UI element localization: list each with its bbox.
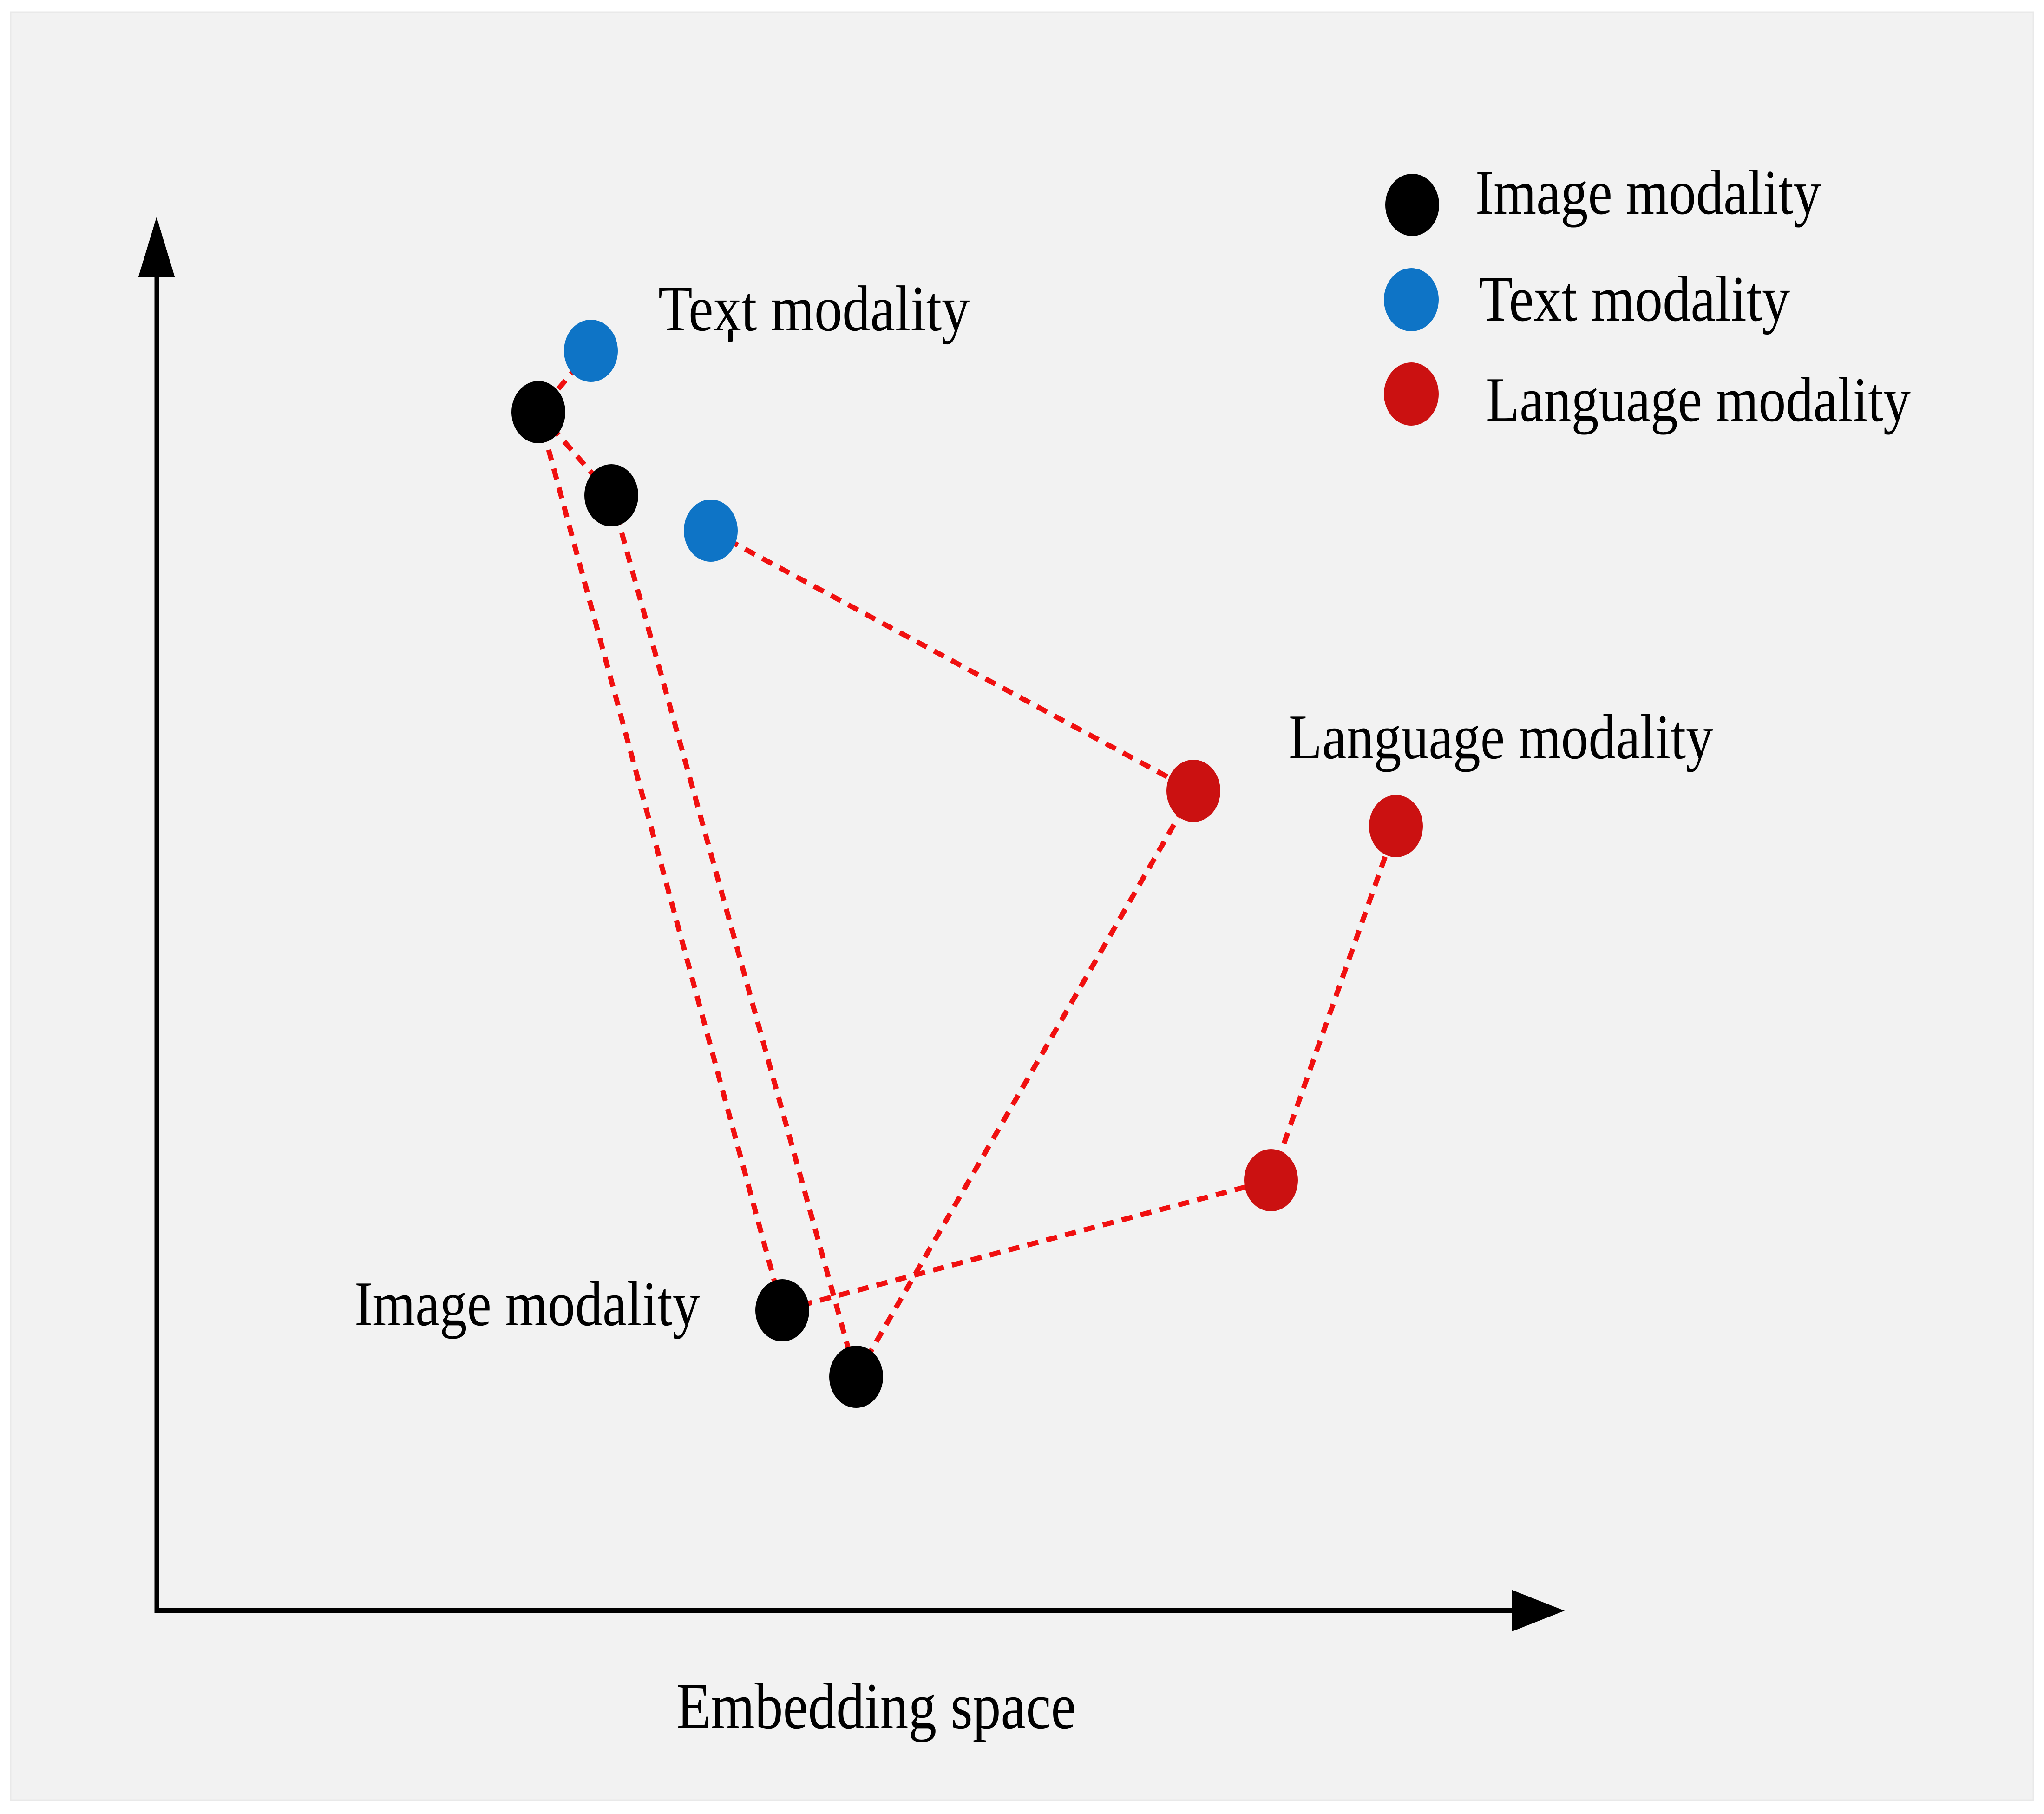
svg-text:Text modality: Text modality: [1479, 263, 1790, 335]
svg-text:Language modality: Language modality: [1289, 702, 1713, 772]
svg-text:Image modality: Image modality: [1475, 157, 1821, 228]
svg-text:Text modality: Text modality: [658, 273, 970, 345]
svg-text:Image modality: Image modality: [354, 1268, 700, 1339]
svg-text:Embedding space: Embedding space: [676, 1670, 1076, 1742]
svg-text:Language modality: Language modality: [1486, 364, 1911, 435]
